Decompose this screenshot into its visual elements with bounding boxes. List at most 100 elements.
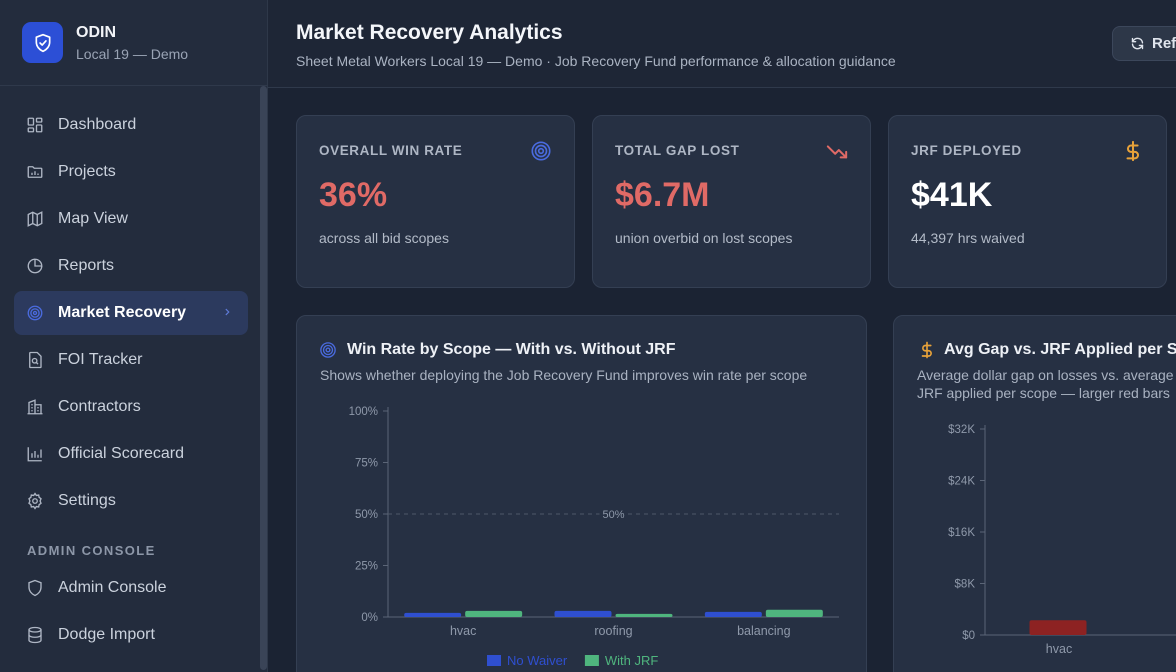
avg-gap-chart: $0$8K$16K$24K$32Khvacroofing — [948, 424, 1176, 656]
sidebar-item-label: Settings — [58, 492, 116, 509]
legend-label: No Waiver — [507, 653, 568, 668]
y-tick-label: 75% — [355, 458, 378, 470]
reference-label-bg — [599, 506, 628, 522]
y-tick-label: 100% — [349, 406, 378, 418]
bar-balancing-with-jrf — [765, 609, 823, 617]
refresh-icon — [1131, 37, 1144, 50]
bar-roofing-with-jrf — [615, 613, 673, 617]
sidebar-item-market-recovery[interactable]: Market Recovery — [14, 291, 248, 335]
stat-note: 44,397 hrs waived — [911, 230, 1025, 246]
brand-subtitle: Local 19 — Demo — [76, 46, 189, 62]
target-icon — [320, 342, 336, 358]
sidebar-item-settings[interactable]: Settings — [14, 479, 248, 523]
refresh-label: Refresh — [1152, 35, 1176, 52]
page-subtitle: Sheet Metal Workers Local 19 — Demo · Jo… — [296, 53, 896, 69]
sidebar-item-label: Dodge Import — [58, 626, 155, 643]
page-title: Market Recovery Analytics — [296, 21, 563, 44]
stat-note: union overbid on lost scopes — [615, 230, 793, 246]
sidebar-item-map-view[interactable]: Map View — [14, 197, 248, 241]
panel-title: Win Rate by Scope — With vs. Without JRF — [347, 341, 676, 358]
panel-description: Shows whether deploying the Job Recovery… — [320, 367, 808, 383]
win-rate-panel: Win Rate by Scope — With vs. Without JRF… — [296, 315, 867, 672]
sidebar-item-label: Market Recovery — [58, 304, 187, 321]
folder-icon — [27, 166, 43, 178]
sidebar-scrollbar[interactable] — [260, 86, 267, 670]
brand: ODIN Local 19 — Demo — [0, 0, 268, 86]
win-rate-chart: 0% 25% 50% 75% 100% 50% hvac roofing balancing No… — [349, 406, 839, 668]
sidebar-nav: Dashboard Projects Map View Reports Mark… — [14, 103, 248, 526]
y-tick-label: $24K — [948, 476, 975, 488]
bar-hvac-no-waiver — [404, 612, 462, 617]
panel-description: Average dollar gap on losses vs. average… — [917, 367, 1174, 401]
x-tick-label: balancing — [737, 624, 791, 638]
x-tick-label: hvac — [1046, 642, 1072, 656]
sidebar-item-dashboard[interactable]: Dashboard — [14, 103, 248, 147]
chevron-right-icon — [225, 308, 230, 316]
y-tick-label: 25% — [355, 561, 378, 573]
stat-value: $6.7M — [615, 176, 710, 214]
sidebar-item-label: Dashboard — [58, 116, 137, 133]
pie-chart-icon — [27, 258, 43, 274]
shield-check-icon[interactable] — [22, 22, 63, 63]
sidebar-item-projects[interactable]: Projects — [14, 150, 248, 194]
y-tick-label: 0% — [361, 612, 378, 624]
stat-value: 36% — [319, 176, 388, 214]
sidebar-item-dodge-import[interactable]: Dodge Import — [14, 613, 248, 657]
sidebar-item-label: Map View — [58, 210, 128, 227]
gear-icon — [28, 492, 42, 510]
sidebar-item-label: Projects — [58, 163, 116, 180]
sidebar-item-label: FOI Tracker — [58, 351, 143, 368]
dollar-icon — [921, 341, 932, 359]
stat-card-total-gap-lost: TOTAL GAP LOST $6.7M union overbid on lo… — [592, 115, 871, 288]
panel-title: Avg Gap vs. JRF Applied per Scope — [944, 341, 1176, 358]
sidebar-item-label: Contractors — [58, 398, 141, 415]
x-tick-label: hvac — [450, 624, 476, 638]
admin-console-heading: ADMIN CONSOLE — [27, 543, 156, 558]
bar-hvac-with-jrf — [465, 610, 523, 617]
stat-card-win-rate: OVERALL WIN RATE 36% across all bid scop… — [296, 115, 575, 288]
y-tick-label: $8K — [955, 579, 976, 591]
document-search-icon — [29, 351, 42, 369]
sidebar-item-reports[interactable]: Reports — [14, 244, 248, 288]
dashboard-grid-icon — [27, 117, 43, 133]
legend-swatch — [584, 655, 599, 666]
x-tick-label: roofing — [594, 624, 632, 638]
brand-name: ODIN — [76, 24, 116, 41]
reference-label: 50% — [602, 509, 624, 521]
bar-hvac-avg-gap — [1029, 620, 1087, 635]
sidebar-item-contractors[interactable]: Contractors — [14, 385, 248, 429]
target-icon — [27, 305, 43, 321]
avg-gap-panel: Avg Gap vs. JRF Applied per Scope Averag… — [893, 315, 1176, 672]
sidebar-item-label: Official Scorecard — [58, 445, 184, 462]
map-icon — [27, 211, 43, 227]
stat-card-jrf-deployed: JRF DEPLOYED $41K 44,397 hrs waived — [888, 115, 1167, 288]
y-tick-label: $16K — [948, 527, 975, 539]
stat-note: across all bid scopes — [319, 230, 449, 246]
target-icon — [531, 141, 551, 161]
database-icon — [28, 626, 42, 644]
sidebar-item-foi-tracker[interactable]: FOI Tracker — [14, 338, 248, 382]
page-header: Market Recovery Analytics Sheet Metal Wo… — [268, 0, 1176, 88]
y-tick-label: $0 — [962, 630, 975, 642]
sidebar-item-label: Admin Console — [58, 579, 167, 596]
stat-label: TOTAL GAP LOST — [615, 143, 740, 158]
legend-swatch — [487, 655, 501, 666]
bar-balancing-no-waiver — [704, 611, 762, 617]
stat-label: JRF DEPLOYED — [911, 143, 1022, 158]
refresh-button[interactable]: Refresh — [1112, 26, 1176, 61]
bar-chart-icon — [27, 447, 42, 462]
admin-nav: Admin Console Dodge Import — [14, 566, 248, 660]
bar-roofing-no-waiver — [554, 610, 612, 617]
legend-label: With JRF — [605, 653, 659, 668]
sidebar: ODIN Local 19 — Demo Dashboard Projects … — [0, 0, 268, 672]
sidebar-item-label: Reports — [58, 257, 115, 274]
sidebar-item-admin-console[interactable]: Admin Console — [14, 566, 248, 610]
sidebar-item-official-scorecard[interactable]: Official Scorecard — [14, 432, 248, 476]
shield-icon — [28, 579, 42, 597]
trending-down-icon — [826, 145, 848, 159]
dollar-icon — [1126, 140, 1139, 162]
stat-label: OVERALL WIN RATE — [319, 143, 463, 158]
y-tick-label: $32K — [948, 424, 975, 436]
y-tick-label: 50% — [355, 509, 378, 521]
stat-value: $41K — [911, 176, 993, 214]
